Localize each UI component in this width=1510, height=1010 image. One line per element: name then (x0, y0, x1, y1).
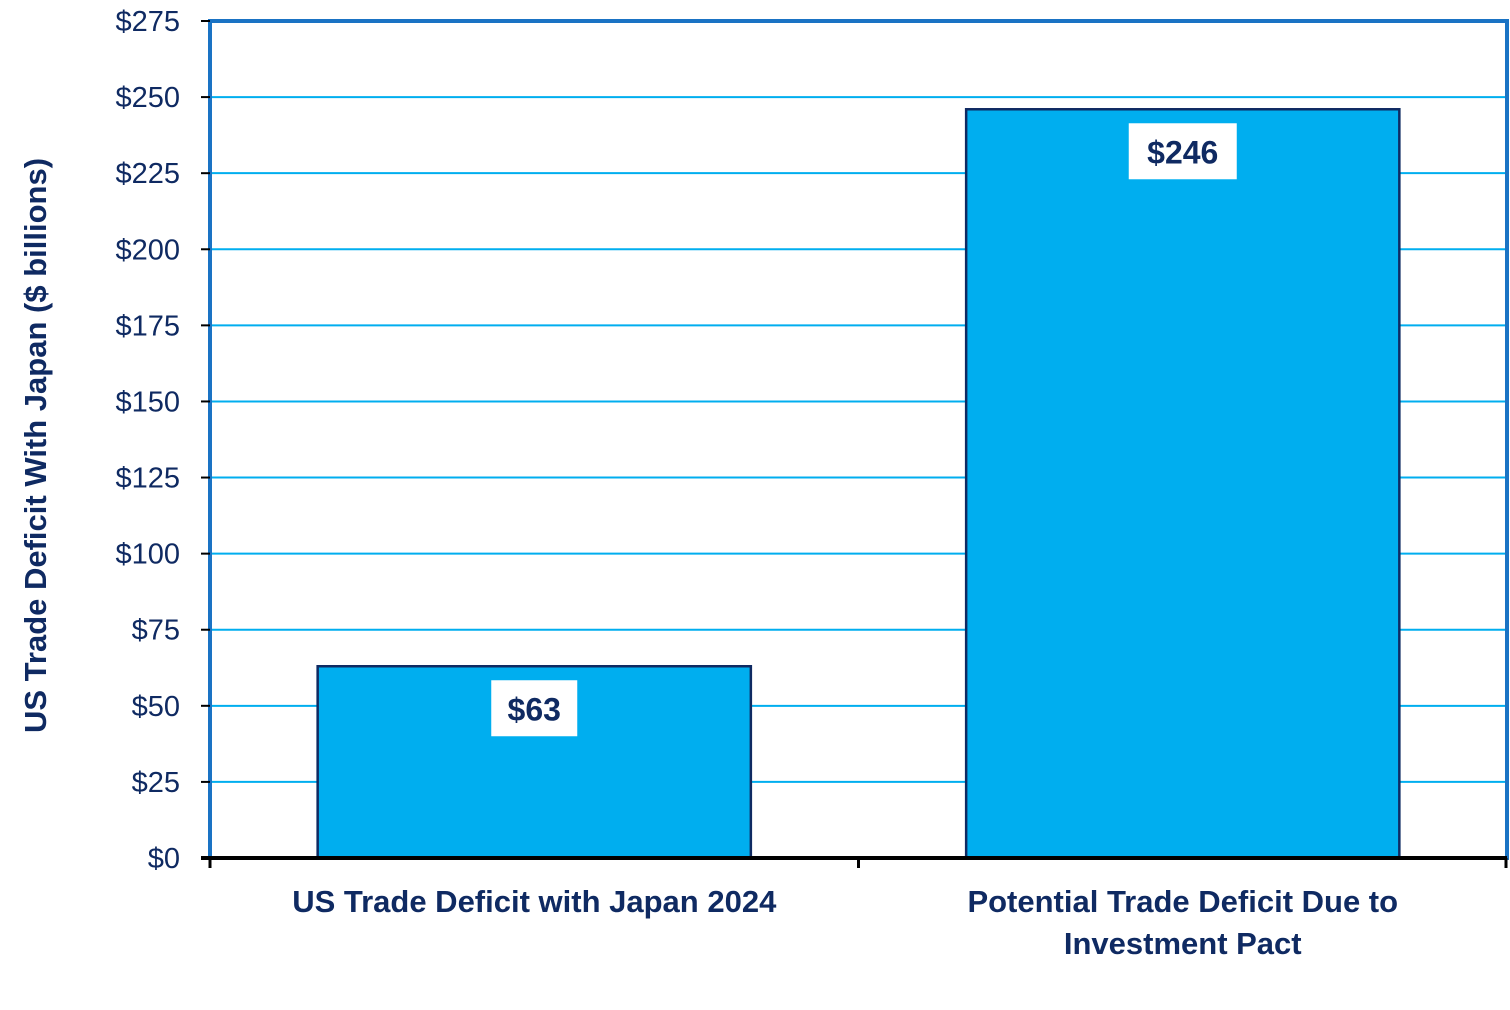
y-tick-label: $75 (132, 615, 180, 647)
y-tick-label: $125 (115, 463, 180, 495)
y-tick-label: $25 (132, 767, 180, 799)
data-label-text: $63 (508, 691, 561, 727)
x-category-label: Potential Trade Deficit Due to (967, 884, 1398, 919)
data-label-box (491, 680, 578, 737)
y-tick-label: $150 (115, 386, 180, 418)
bar-1 (964, 108, 1401, 860)
y-tick-labels: $0 $25 $50 $75 $100 $125 $150 $175 $200 $225 $250 $… (115, 6, 180, 875)
y-tick-label: $250 (115, 82, 180, 114)
y-tick-label: $200 (115, 234, 180, 266)
data-label-box (1128, 123, 1237, 180)
axes (201, 20, 1508, 868)
y-tick-label: $0 (148, 843, 180, 875)
y-axis-title: US Trade Deficit With Japan ($ billions) (18, 158, 53, 733)
y-tick-label: $100 (115, 539, 180, 571)
y-tick-label: $175 (115, 310, 180, 342)
x-category-label: Investment Pact (1064, 926, 1302, 961)
data-label-text: $246 (1147, 134, 1218, 170)
y-tick-label: $50 (132, 691, 180, 723)
x-category-labels: US Trade Deficit with Japan 2024 Potentia… (292, 884, 1398, 961)
data-labels: $63 $246 (491, 123, 1237, 737)
y-tick-label: $275 (115, 6, 180, 38)
data-label-1: $246 (1128, 123, 1237, 180)
x-category-label: US Trade Deficit with Japan 2024 (292, 884, 777, 919)
y-tick-label: $225 (115, 158, 180, 190)
bars (316, 108, 1401, 860)
data-label-0: $63 (491, 680, 578, 737)
